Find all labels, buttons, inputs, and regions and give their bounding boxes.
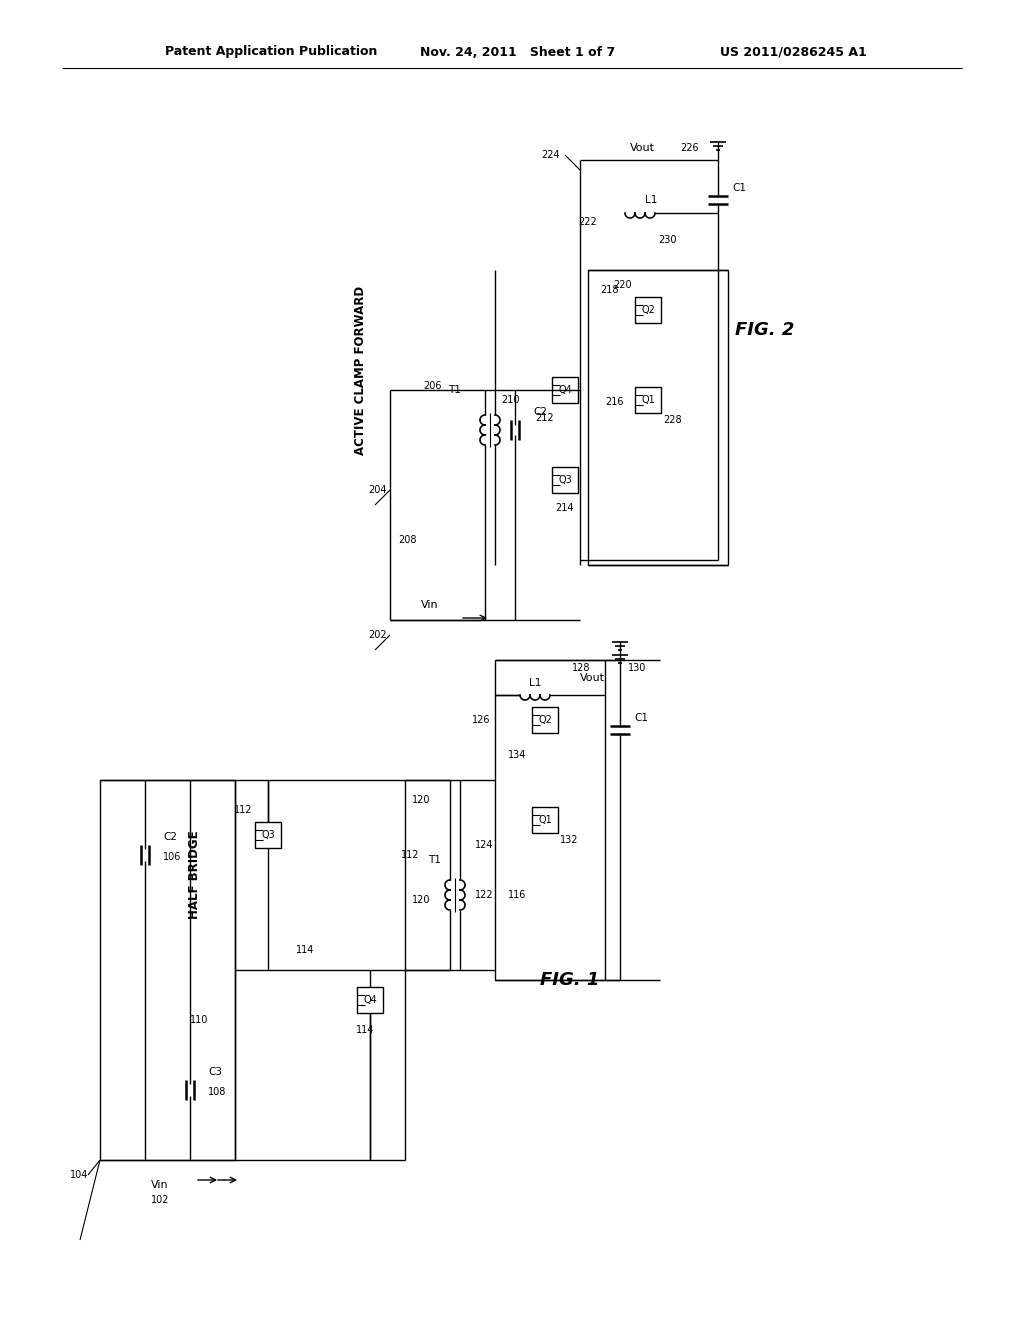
Text: Q3: Q3 <box>558 475 571 484</box>
Text: 114: 114 <box>355 1026 374 1035</box>
Text: 216: 216 <box>605 397 624 407</box>
Text: 114: 114 <box>296 945 314 954</box>
Bar <box>635 387 662 413</box>
Text: Vin: Vin <box>152 1180 169 1191</box>
Bar <box>255 822 281 847</box>
Text: Q1: Q1 <box>539 814 552 825</box>
Bar <box>552 467 578 492</box>
Bar <box>532 807 558 833</box>
Text: 128: 128 <box>572 663 591 673</box>
Text: 218: 218 <box>600 285 618 294</box>
Text: Patent Application Publication: Patent Application Publication <box>165 45 378 58</box>
Text: C1: C1 <box>732 183 746 193</box>
Text: 110: 110 <box>190 1015 208 1026</box>
Text: Q4: Q4 <box>558 385 571 395</box>
Text: C2: C2 <box>163 832 177 842</box>
Text: 106: 106 <box>163 851 181 862</box>
Text: 122: 122 <box>475 890 494 900</box>
Text: 202: 202 <box>369 630 387 640</box>
Bar <box>552 378 578 403</box>
Bar <box>100 780 234 1160</box>
Text: T1: T1 <box>429 855 441 865</box>
Text: Nov. 24, 2011   Sheet 1 of 7: Nov. 24, 2011 Sheet 1 of 7 <box>420 45 615 58</box>
Text: ACTIVE CLAMP FORWARD: ACTIVE CLAMP FORWARD <box>353 285 367 454</box>
Bar <box>495 660 605 979</box>
Text: 208: 208 <box>398 535 417 545</box>
Text: 222: 222 <box>578 216 597 227</box>
Text: FIG. 2: FIG. 2 <box>735 321 795 339</box>
Text: US 2011/0286245 A1: US 2011/0286245 A1 <box>720 45 866 58</box>
Text: C3: C3 <box>208 1067 222 1077</box>
Text: 102: 102 <box>151 1195 169 1205</box>
Bar <box>588 271 728 565</box>
Text: C1: C1 <box>634 713 648 723</box>
Text: 112: 112 <box>233 805 252 814</box>
Text: 210: 210 <box>501 395 519 405</box>
Text: 126: 126 <box>471 715 490 725</box>
Text: 116: 116 <box>508 890 526 900</box>
Bar <box>635 297 662 323</box>
Text: 134: 134 <box>508 750 526 760</box>
Text: 214: 214 <box>556 503 574 513</box>
Text: 108: 108 <box>208 1086 226 1097</box>
Text: Q3: Q3 <box>261 830 274 840</box>
Text: 224: 224 <box>542 150 560 160</box>
Text: 228: 228 <box>663 414 682 425</box>
Text: 204: 204 <box>369 484 387 495</box>
Text: 206: 206 <box>423 381 441 391</box>
Text: Vout: Vout <box>630 143 655 153</box>
Text: FIG. 1: FIG. 1 <box>541 972 600 989</box>
Text: HALF BRIDGE: HALF BRIDGE <box>188 830 202 919</box>
Text: Q4: Q4 <box>364 995 377 1005</box>
Text: C2: C2 <box>534 407 547 417</box>
Text: 124: 124 <box>475 840 494 850</box>
Text: 120: 120 <box>412 795 430 805</box>
Text: 220: 220 <box>613 280 632 290</box>
Text: Q1: Q1 <box>641 395 655 405</box>
Text: 212: 212 <box>535 413 554 422</box>
Bar <box>234 780 406 1160</box>
Text: L1: L1 <box>528 678 542 688</box>
Text: T1: T1 <box>449 385 462 395</box>
Text: Q2: Q2 <box>538 715 552 725</box>
Text: Vout: Vout <box>580 673 605 682</box>
Text: 226: 226 <box>680 143 698 153</box>
Text: Q2: Q2 <box>641 305 655 315</box>
Text: 230: 230 <box>658 235 677 246</box>
Bar <box>532 708 558 733</box>
Text: 130: 130 <box>628 663 646 673</box>
Text: Vin: Vin <box>421 601 439 610</box>
Text: 112: 112 <box>400 850 419 861</box>
Text: 120: 120 <box>412 895 430 906</box>
Text: 132: 132 <box>560 836 579 845</box>
Bar <box>357 987 383 1012</box>
Text: L1: L1 <box>645 195 657 205</box>
Text: 104: 104 <box>70 1170 88 1180</box>
